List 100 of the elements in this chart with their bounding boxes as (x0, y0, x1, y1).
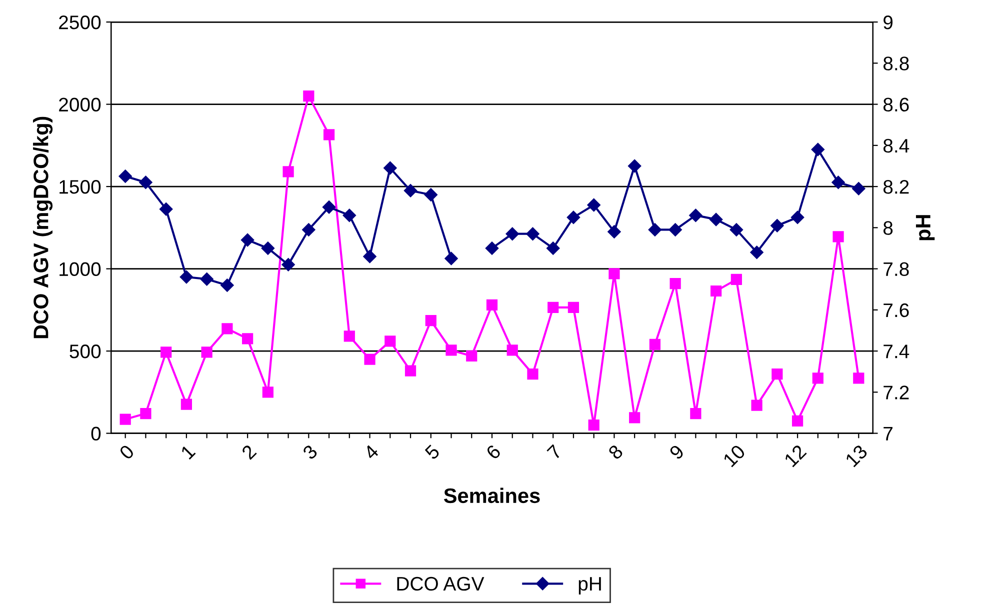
point (527, 368, 538, 380)
point (792, 415, 804, 427)
point (811, 142, 824, 156)
point (282, 258, 295, 272)
point (262, 386, 274, 398)
point (446, 344, 457, 356)
y2-axis-title: pH (916, 215, 935, 240)
point (750, 246, 764, 259)
x-tick-label: 10 (722, 444, 746, 468)
point (608, 268, 620, 280)
point (628, 159, 642, 173)
point (832, 231, 844, 242)
point (261, 242, 275, 255)
point (832, 176, 845, 190)
point (588, 420, 600, 431)
point (648, 223, 662, 236)
y-tick-label: 1500 (60, 180, 101, 194)
y2-tick-label: 8.4 (883, 138, 910, 153)
legend-label: DCO AGV (397, 576, 484, 591)
y2-tick-label: 7.4 (884, 344, 910, 358)
point (200, 272, 214, 286)
point (180, 398, 192, 410)
point (120, 414, 131, 425)
point (710, 285, 722, 297)
y2-tick-label: 7.6 (884, 303, 909, 318)
point (222, 323, 233, 334)
point (566, 210, 580, 224)
y-tick-label: 2500 (59, 16, 101, 30)
point (852, 182, 866, 196)
point (302, 223, 316, 236)
y2-tick-label: 7.2 (884, 386, 909, 400)
point (690, 408, 702, 420)
point (180, 270, 194, 284)
x-tick-label: 6 (485, 444, 502, 460)
point (404, 184, 418, 198)
point (670, 278, 681, 290)
x-tick-label: 9 (668, 444, 685, 460)
point (546, 242, 560, 255)
x-tick-label: 2 (240, 444, 257, 460)
point (526, 227, 540, 240)
point (587, 198, 600, 212)
y2-tick-label: 8.6 (883, 98, 909, 112)
point (303, 90, 314, 102)
x-tick-label: 7 (546, 444, 562, 460)
point (140, 408, 152, 420)
point (649, 338, 661, 350)
point (384, 336, 396, 347)
y2-tick-label: 9 (884, 16, 893, 30)
point (240, 233, 254, 247)
point (242, 333, 254, 344)
point (425, 315, 436, 326)
x-tick-label: 0 (118, 444, 135, 460)
point (485, 242, 499, 255)
y-tick-label: 0 (91, 426, 101, 441)
point (444, 252, 458, 266)
point (853, 372, 864, 384)
point (548, 302, 559, 314)
point (506, 227, 519, 240)
point (772, 368, 783, 380)
point (466, 350, 478, 362)
x-tick-label: 5 (424, 444, 440, 460)
point (506, 344, 518, 356)
point (139, 176, 152, 190)
point (751, 400, 762, 411)
x-tick-label: 8 (608, 444, 624, 460)
y2-tick-label: 7.8 (884, 262, 909, 276)
y-tick-label: 2000 (59, 98, 101, 112)
point (608, 225, 621, 238)
x-tick-label: 3 (302, 444, 318, 460)
point (770, 219, 784, 232)
point (730, 274, 742, 286)
x-axis-title: Semaines (444, 488, 540, 504)
point (160, 346, 172, 358)
point (709, 212, 723, 226)
y-tick-label: 500 (70, 344, 101, 358)
point (363, 250, 376, 264)
point (486, 299, 498, 311)
y-axis-title: DCO AGV (mgDCO/kg) (33, 116, 53, 338)
point (220, 278, 234, 292)
point (730, 223, 744, 236)
point (629, 412, 640, 424)
y2-tick-label: 8 (883, 221, 893, 235)
point (323, 129, 335, 140)
x-tick-label: 1 (180, 444, 196, 460)
point (364, 354, 376, 365)
x-tick-label: 4 (362, 444, 380, 460)
point (668, 223, 682, 236)
point (118, 170, 132, 183)
x-tick-label: 12 (784, 444, 807, 468)
y2-tick-label: 7 (884, 426, 892, 440)
point (404, 365, 416, 376)
point (344, 330, 355, 342)
x-tick-label: 13 (844, 444, 868, 468)
y2-tick-label: 8.2 (883, 180, 909, 194)
y2-tick-label: 8.8 (883, 56, 909, 70)
point (790, 210, 804, 224)
point (568, 302, 580, 314)
point (812, 372, 824, 384)
point (201, 346, 212, 358)
point (159, 202, 173, 216)
